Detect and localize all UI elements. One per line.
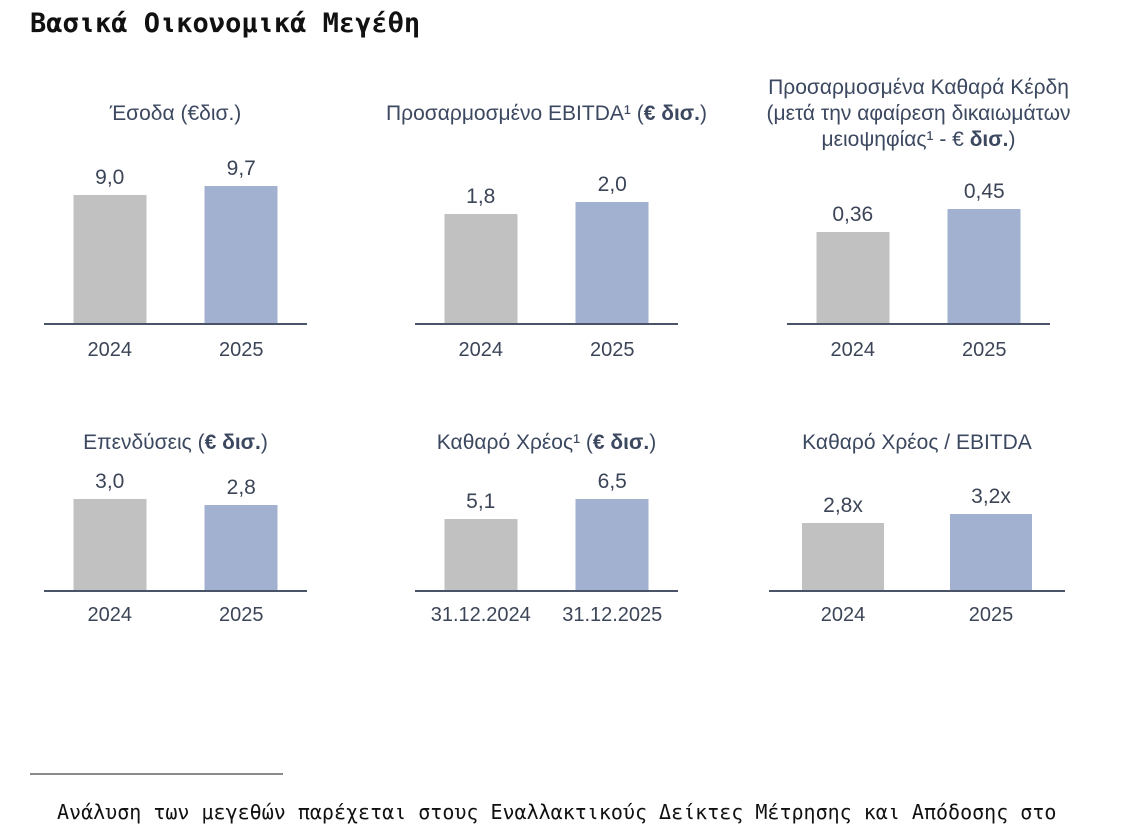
bar-value-label: 2,8x <box>823 494 863 517</box>
chart-title-segment: Έσοδα (€δισ.) <box>109 102 242 125</box>
x-axis-label: 2025 <box>968 604 1014 626</box>
bar-value-label: 3,2x <box>971 485 1011 508</box>
chart-x-axis: 2024 2025 <box>787 331 1050 361</box>
chart-x-axis: 31.12.2024 31.12.2025 <box>415 596 678 626</box>
x-axis-label: 2024 <box>87 604 133 626</box>
chart-title-segment-bold: € δισ. <box>643 102 701 125</box>
chart-title-line: Καθαρό Χρέος / EBITDA <box>802 430 1032 456</box>
chart-title-line: Επενδύσεις (€ δισ.) <box>83 430 268 456</box>
bar-2024 <box>73 195 147 323</box>
bar-2024 <box>73 499 147 590</box>
chart-plot-area: 2,8x 3,2x <box>769 466 1065 592</box>
chart-title: Καθαρό Χρέος¹ (€ δισ.) <box>373 420 720 466</box>
chart-title-segment: ) <box>260 431 268 454</box>
x-axis-label: 2024 <box>87 339 133 361</box>
chart-title-segment: (μετά την αφαίρεση δικαιωμάτων <box>766 102 1071 125</box>
chart-title-segment: Προσαρμοσμένο EBITDA¹ ( <box>385 102 644 125</box>
chart-plot-area: 1,8 2,0 <box>415 153 678 325</box>
bar-value-label: 6,5 <box>597 470 627 493</box>
chart-title-line: Καθαρό Χρέος¹ (€ δισ.) <box>437 430 656 456</box>
chart-title-segment: ) <box>1008 128 1016 151</box>
chart-title-line: Προσαρμοσμένα Καθαρά Κέρδη <box>768 75 1069 101</box>
bar-value-label: 2,8 <box>226 476 256 499</box>
chart-title-segment: Επενδύσεις ( <box>83 431 205 454</box>
footnote-divider <box>30 773 283 775</box>
chart-title-segment-bold: € δισ. <box>204 431 261 454</box>
chart-title: Καθαρό Χρέος / EBITDA <box>727 420 1107 466</box>
page-title: Βασικά Οικονομικά Μεγέθη <box>30 8 421 39</box>
chart-title-segment: μειοψηφίας¹ - € <box>821 128 970 151</box>
bar-value-label: 3,0 <box>95 470 125 493</box>
chart-title: Επενδύσεις (€ δισ.) <box>2 420 349 466</box>
bar-value-label: 2,0 <box>597 173 627 196</box>
chart-title-segment-bold: € δισ. <box>592 431 650 454</box>
x-axis-label: 31.12.2024 <box>430 604 531 626</box>
chart-net-debt-to-ebitda: Καθαρό Χρέος / EBITDA 2,8x 3,2x 2024 2025 <box>769 420 1065 630</box>
chart-title-segment: Καθαρό Χρέος / EBITDA <box>802 431 1032 454</box>
chart-x-axis: 2024 2025 <box>44 596 307 626</box>
chart-title: Προσαρμοσμένα Καθαρά Κέρδη (μετά την αφαί… <box>745 75 1092 153</box>
chart-title: Έσοδα (€δισ.) <box>2 75 349 153</box>
bar-2025 <box>575 202 649 323</box>
chart-title-segment: ) <box>649 431 657 454</box>
bar-31.12.2025 <box>575 499 649 590</box>
chart-title-segment: Προσαρμοσμένα Καθαρά Κέρδη <box>768 76 1069 99</box>
chart-title-segment-bold: δισ. <box>969 128 1009 151</box>
bar-value-label: 1,8 <box>466 185 496 208</box>
chart-title-line: Προσαρμοσμένο EBITDA¹ (€ δισ.) <box>386 101 707 127</box>
x-axis-label: 2025 <box>219 339 264 361</box>
chart-plot-area: 0,36 0,45 <box>787 153 1050 325</box>
bar-value-label: 9,0 <box>95 166 125 189</box>
chart-adjusted-net-profit: Προσαρμοσμένα Καθαρά Κέρδη (μετά την αφαί… <box>766 75 1070 375</box>
chart-x-axis: 2024 2025 <box>769 596 1065 626</box>
bar-value-label: 5,1 <box>466 490 496 513</box>
x-axis-label: 2025 <box>219 604 264 626</box>
bar-2024 <box>444 214 518 323</box>
bar-2024 <box>816 232 890 323</box>
chart-investments: Επενδύσεις (€ δισ.) 3,0 2,8 2024 2025 <box>44 420 307 630</box>
x-axis-label: 2024 <box>458 339 504 361</box>
x-axis-label: 2024 <box>820 604 866 626</box>
x-axis-label: 2024 <box>830 339 876 361</box>
x-axis-label: 2025 <box>962 339 1007 361</box>
x-axis-label: 31.12.2025 <box>562 604 663 626</box>
bar-31.12.2024 <box>444 519 518 590</box>
chart-plot-area: 5,1 6,5 <box>415 466 678 592</box>
chart-plot-area: 3,0 2,8 <box>44 466 307 592</box>
chart-title-line: (μετά την αφαίρεση δικαιωμάτων <box>766 101 1070 127</box>
bar-2024 <box>802 523 884 590</box>
chart-revenue: Έσοδα (€δισ.) 9,0 9,7 2024 2025 <box>44 75 307 375</box>
chart-net-debt: Καθαρό Χρέος¹ (€ δισ.) 5,1 6,5 31.12.2024… <box>415 420 678 630</box>
chart-title-line: Έσοδα (€δισ.) <box>110 101 242 127</box>
chart-title-line: μειοψηφίας¹ - € δισ.) <box>822 127 1016 153</box>
chart-title: Προσαρμοσμένο EBITDA¹ (€ δισ.) <box>373 75 720 153</box>
x-axis-label: 2025 <box>590 339 635 361</box>
chart-adjusted-ebitda: Προσαρμοσμένο EBITDA¹ (€ δισ.) 1,8 2,0 20… <box>386 75 707 375</box>
bar-2025 <box>204 505 278 590</box>
chart-title-segment: ) <box>700 102 708 125</box>
bar-2025 <box>947 209 1021 323</box>
chart-plot-area: 9,0 9,7 <box>44 153 307 325</box>
chart-x-axis: 2024 2025 <box>44 331 307 361</box>
bar-value-label: 9,7 <box>226 157 256 180</box>
chart-title-segment: Καθαρό Χρέος¹ ( <box>436 431 593 454</box>
bar-2025 <box>950 514 1032 590</box>
bar-value-label: 0,45 <box>963 180 1005 203</box>
bar-value-label: 0,36 <box>832 203 874 226</box>
footnote-text: Ανάλυση των μεγεθών παρέχεται στους Εναλ… <box>57 800 1057 824</box>
chart-x-axis: 2024 2025 <box>415 331 678 361</box>
bar-2025 <box>204 186 278 323</box>
